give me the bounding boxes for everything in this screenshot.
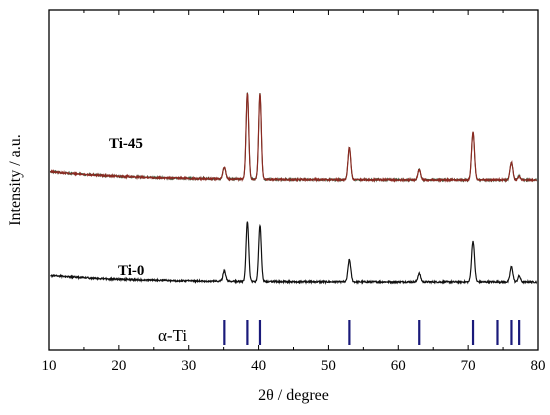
- series-label-ti-0: Ti-0: [118, 263, 144, 279]
- x-axis-ticks: [48, 10, 539, 350]
- x-axis-title: 2θ / degree: [258, 387, 329, 404]
- x-axis-tick-labels: 10 20 30 40 50 60 70 80: [42, 358, 546, 374]
- reference-label-alpha-ti: α-Ti: [158, 326, 187, 345]
- series-line-ti-45: [49, 92, 537, 183]
- reference-bars: [223, 320, 521, 345]
- x-tick-label-70: 70: [461, 358, 476, 374]
- y-axis-title: Intensity / a.u.: [7, 134, 24, 226]
- x-tick-label-50: 50: [321, 358, 336, 374]
- series-layer: [49, 92, 538, 286]
- series-label-ti-45: Ti-45: [109, 136, 143, 152]
- x-tick-label-20: 20: [111, 358, 126, 374]
- x-tick-label-10: 10: [42, 358, 57, 374]
- series-line-ti-0: [50, 221, 538, 286]
- x-tick-label-40: 40: [251, 358, 266, 374]
- x-tick-label-30: 30: [181, 358, 196, 374]
- x-tick-label-60: 60: [391, 358, 406, 374]
- x-tick-label-80: 80: [531, 358, 546, 374]
